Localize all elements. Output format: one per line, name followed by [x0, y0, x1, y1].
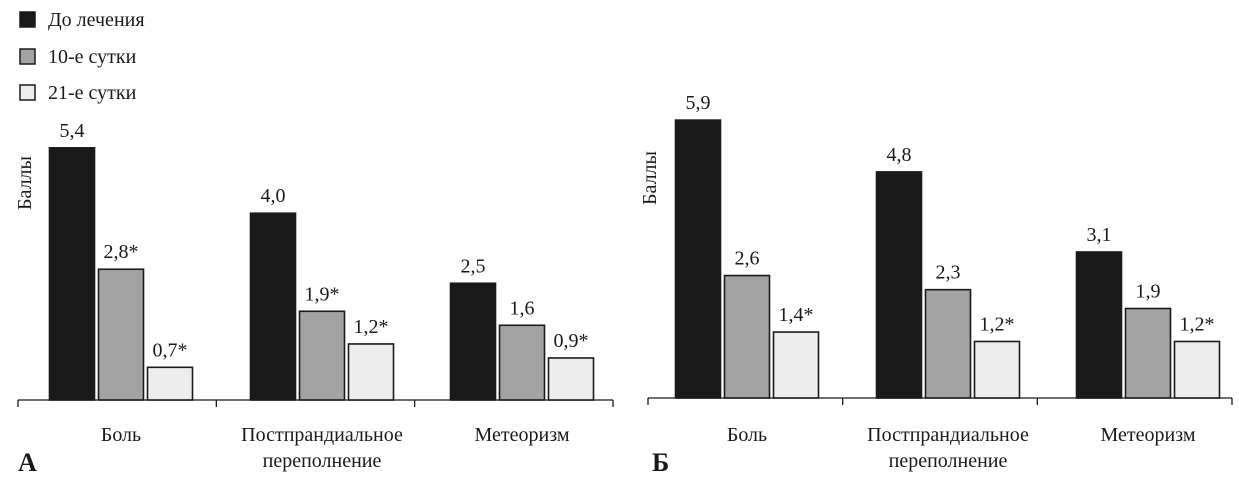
bar-b-постпрандиальное-переполнение-до-лечения: [875, 171, 923, 399]
data-label-b-метеоризм-21-е-сутки: 1,2*: [1180, 313, 1215, 335]
data-label-a-боль-10-е-сутки: 2,8*: [104, 241, 139, 263]
legend-swatch-before-treatment: [19, 11, 36, 28]
bar-a-метеоризм-21-е-сутки: [547, 357, 595, 401]
legend-label-before-treatment: До лечения: [48, 9, 145, 31]
chart-panel-b: 5,9 4,8 3,1 2,6 2,3 1,9 1,4* 1,2* 1,2* Боль Постпр…: [639, 92, 1233, 477]
category-label-a-0-line-0: Боль: [101, 424, 141, 446]
bar-b-метеоризм-10-е-сутки: [1124, 307, 1172, 399]
category-label-a-2-line-0: Метеоризм: [475, 424, 570, 446]
data-label-b-метеоризм-10-е-сутки: 1,9: [1136, 281, 1161, 303]
legend-label-day-10: 10-е сутки: [48, 46, 137, 68]
bar-b-боль-21-е-сутки: [772, 331, 820, 399]
legend-swatch-day-21: [19, 84, 36, 101]
bar-a-постпрандиальное-переполнение-10-е-сутки: [298, 310, 346, 401]
bar-a-метеоризм-10-е-сутки: [498, 324, 546, 401]
bar-a-боль-21-е-сутки: [146, 366, 194, 401]
data-label-b-боль-до-лечения: 5,9: [686, 92, 711, 114]
category-label-b-1-line-0: Постпрандиальное: [867, 424, 1029, 446]
data-label-a-постпрандиальное-переполнение-21-е-сутки: 1,2*: [354, 316, 389, 338]
data-label-a-метеоризм-21-е-сутки: 0,9*: [554, 330, 589, 352]
y-axis-label-b: Баллы: [639, 151, 661, 205]
bar-b-боль-до-лечения: [674, 119, 722, 399]
bar-a-боль-до-лечения: [48, 147, 96, 401]
category-label-a-1-line-1: переполнение: [263, 450, 382, 472]
data-label-a-метеоризм-до-лечения: 2,5: [461, 255, 486, 277]
bar-b-метеоризм-до-лечения: [1075, 251, 1123, 399]
bar-b-постпрандиальное-переполнение-21-е-сутки: [973, 340, 1021, 399]
data-label-b-метеоризм-до-лечения: 3,1: [1087, 224, 1112, 246]
category-label-b-1-line-1: переполнение: [889, 450, 1008, 472]
data-label-b-постпрандиальное-переполнение-до-лечения: 4,8: [887, 144, 912, 166]
data-label-b-боль-21-е-сутки: 1,4*: [779, 304, 814, 326]
bar-a-постпрандиальное-переполнение-21-е-сутки: [347, 343, 395, 401]
legend-item-day-10: 10-е сутки: [19, 46, 137, 68]
bar-a-постпрандиальное-переполнение-до-лечения: [249, 212, 297, 401]
bar-a-метеоризм-до-лечения: [449, 282, 497, 401]
y-axis-label-a: Баллы: [14, 156, 36, 210]
data-label-b-боль-10-е-сутки: 2,6: [735, 248, 760, 270]
legend-item-before-treatment: До лечения: [19, 9, 145, 31]
bar-b-метеоризм-21-е-сутки: [1173, 340, 1221, 399]
data-label-a-постпрандиальное-переполнение-10-е-сутки: 1,9*: [305, 283, 340, 305]
data-label-a-постпрандиальное-переполнение-до-лечения: 4,0: [261, 185, 286, 207]
chart-panel-a: 5,4 4,0 2,5 2,8* 1,9* 1,6 0,7* 1,2* 0,9* Боль Пост…: [14, 120, 614, 477]
category-label-a-1-line-0: Постпрандиальное: [241, 424, 403, 446]
category-label-b-2-line-0: Метеоризм: [1101, 424, 1196, 446]
bar-a-боль-10-е-сутки: [97, 268, 145, 401]
panel-label-a: А: [18, 448, 37, 477]
bar-b-боль-10-е-сутки: [723, 274, 771, 399]
category-label-b-0-line-0: Боль: [727, 424, 767, 446]
bar-b-постпрандиальное-переполнение-10-е-сутки: [924, 288, 972, 399]
data-label-b-постпрандиальное-переполнение-21-е-сутки: 1,2*: [980, 313, 1015, 335]
data-label-a-боль-до-лечения: 5,4: [60, 120, 85, 142]
legend-label-day-21: 21-е сутки: [48, 82, 137, 104]
data-label-a-боль-21-е-сутки: 0,7*: [153, 339, 188, 361]
legend-swatch-day-10: [19, 48, 36, 65]
data-label-a-метеоризм-10-е-сутки: 1,6: [510, 297, 535, 319]
data-label-b-постпрандиальное-переполнение-10-е-сутки: 2,3: [936, 262, 961, 284]
panel-label-b: Б: [652, 448, 669, 477]
chart-legend: До лечения 10-е сутки 21-е сутки: [19, 9, 145, 104]
legend-item-day-21: 21-е сутки: [19, 82, 137, 104]
